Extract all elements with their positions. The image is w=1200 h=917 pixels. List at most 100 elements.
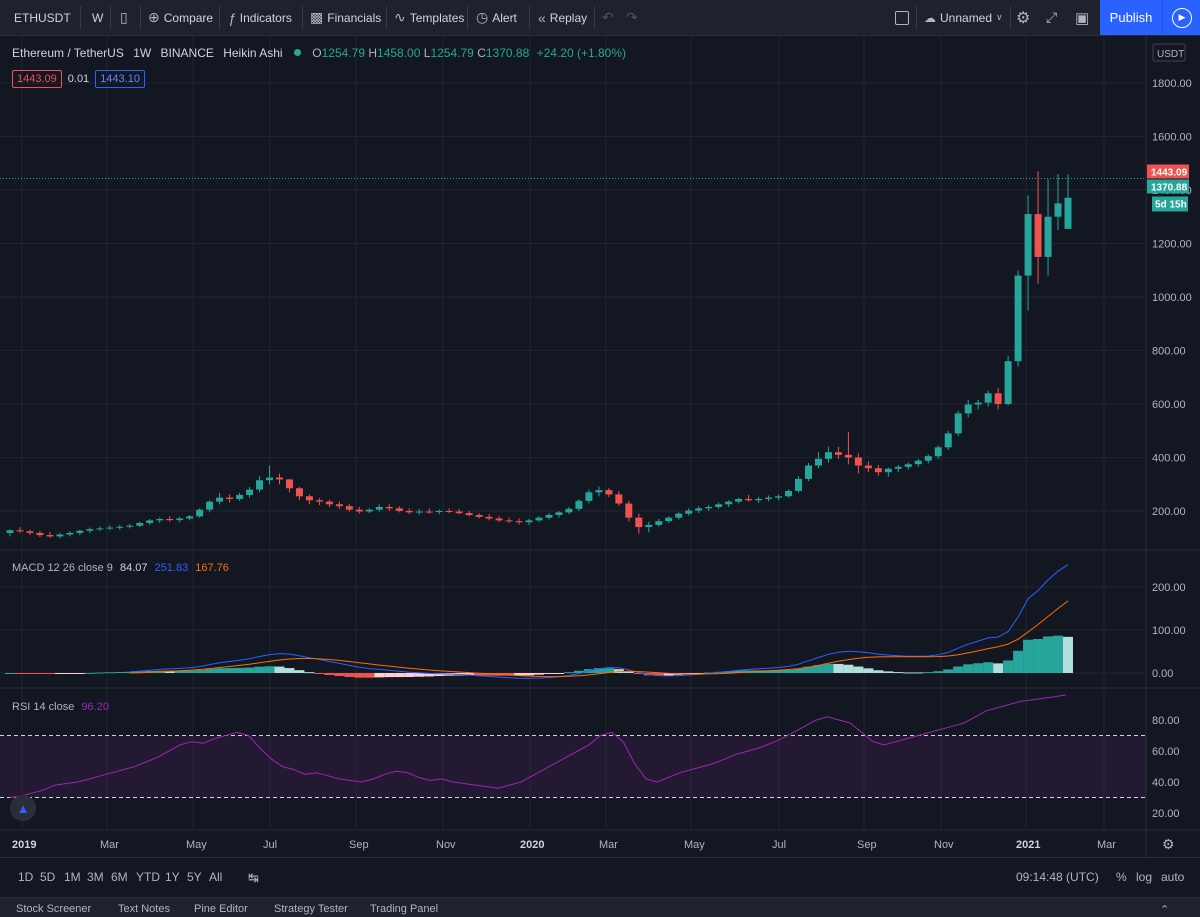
fx-icon: ƒ [228,9,236,26]
range-5d-button[interactable]: 5D [40,870,56,884]
svg-text:1370.88: 1370.88 [1151,182,1188,193]
buy-price-box[interactable]: 1443.10 [95,70,145,88]
candle [335,501,343,509]
candle [934,445,942,459]
range-1y-button[interactable]: 1Y [165,870,180,884]
macd-hist-bar [603,668,614,673]
macd-hist-bar [214,668,225,673]
compare-label: Compare [163,10,214,25]
stream-button[interactable]: ▶ [1162,0,1200,35]
bid-ask-boxes: 1443.09 0.01 1443.10 [12,70,145,88]
candle [345,504,353,512]
range-1d-button[interactable]: 1D [18,870,34,884]
macd-hist-bar [933,671,944,673]
macd-hist-bar [104,672,115,674]
toolbar-divider [140,6,141,29]
plus-circle-icon: ⊕ [148,9,160,25]
macd-hist-bar [653,673,664,676]
tab-pine-editor[interactable]: Pine Editor [194,903,248,915]
macd-hist-bar [354,673,365,678]
range-ytd-button[interactable]: YTD [136,870,160,884]
chart-canvas[interactable]: 1800.001600.001400.001200.001000.00800.0… [0,36,1200,857]
publish-button[interactable]: Publish [1100,0,1162,35]
macd-hist-bar [334,673,345,677]
replay-label: Replay [549,10,588,25]
ohlc-values: O1254.79 H1458.00 L1254.79 C1370.88 +24.… [312,46,626,60]
candle [814,452,822,469]
candle [196,508,204,518]
toolbar-divider [467,6,468,29]
templates-button[interactable]: ∿ Templates [394,0,464,35]
candle [505,517,513,524]
chart-area[interactable]: 1800.001600.001400.001200.001000.00800.0… [0,36,1200,857]
macd-hist-bar [54,673,65,674]
settings-button[interactable]: ⚙ [1016,0,1030,35]
candle [236,492,244,501]
calendar-icon: ↹ [248,870,259,885]
range-3m-button[interactable]: 3M [87,870,104,884]
candle [116,524,124,530]
macd-hist-bar [114,671,125,673]
candle [256,476,264,493]
candle [775,494,783,501]
multi-layout-button[interactable] [895,0,909,35]
tab-trading-panel[interactable]: Trading Panel [370,903,439,915]
macd-hist-bar [274,666,285,673]
main-legend: Ethereum / TetherUS 1W BINANCE Heikin As… [12,46,626,60]
tab-strategy-tester[interactable]: Strategy Tester [274,903,348,915]
macd-hist-bar [84,672,95,674]
interval-button[interactable]: W [92,0,103,35]
indicators-button[interactable]: ƒ Indicators [228,0,292,35]
goto-date-button[interactable]: ↹ [248,870,259,886]
undo-icon: ↶ [602,9,614,25]
candle [705,505,713,511]
candle [156,517,164,524]
candle [954,410,962,437]
log-toggle[interactable]: log [1136,870,1153,884]
candle [1004,355,1012,406]
financials-button[interactable]: ▩ Financials [310,0,381,35]
candle [665,516,673,524]
candle [615,490,623,506]
sell-price-box[interactable]: 1443.09 [12,70,62,88]
range-all-button[interactable]: All [209,870,223,884]
tradingview-logo-icon[interactable]: ▲ [10,795,36,821]
time-axis-settings-icon[interactable]: ⚙ [1162,836,1175,852]
snapshot-button[interactable]: ▣ [1075,0,1089,35]
auto-toggle[interactable]: auto [1161,870,1185,884]
range-5y-button[interactable]: 5Y [187,870,202,884]
time-tick-label: Jul [263,839,277,851]
currency-label[interactable]: USDT [1152,43,1186,62]
range-6m-button[interactable]: 6M [111,870,128,884]
candle [325,499,333,507]
compare-button[interactable]: ⊕ Compare [148,0,213,35]
candles [6,171,1072,539]
candle [36,530,44,538]
layout-name-button[interactable]: ☁ Unnamed ∨ [924,0,1003,35]
symbol-search-button[interactable]: ETHUSDT [14,0,71,35]
alert-button[interactable]: ◷ Alert [476,0,517,35]
replay-button[interactable]: « Replay [538,0,587,35]
legend-interval: 1W [133,46,152,60]
redo-button[interactable]: ↷ [626,0,638,35]
macd-hist-bar [573,670,584,673]
candle [1054,173,1062,231]
macd-hist-bar [344,673,355,677]
clock-readout[interactable]: 09:14:48 (UTC) [1016,870,1099,884]
macd-hist-bar [1033,638,1044,673]
fullscreen-button[interactable]: ⤢ [1046,0,1057,35]
undo-button[interactable]: ↶ [602,0,614,35]
chart-style-button[interactable]: ▯ [120,0,128,35]
candle [904,462,912,470]
macd-hist-bar [254,666,265,673]
macd-hist-bar [94,672,105,674]
tab-text-notes[interactable]: Text Notes [118,903,170,915]
macd-line-value: 251.83 [154,562,189,574]
range-1m-button[interactable]: 1M [64,870,81,884]
percent-toggle[interactable]: % [1116,870,1127,884]
tab-stock-screener[interactable]: Stock Screener [16,903,92,915]
macd-hist-bar [803,666,814,673]
collapse-panel-button[interactable]: ⌃ [1160,903,1169,916]
market-status-dot [293,49,301,56]
candle [675,512,683,520]
